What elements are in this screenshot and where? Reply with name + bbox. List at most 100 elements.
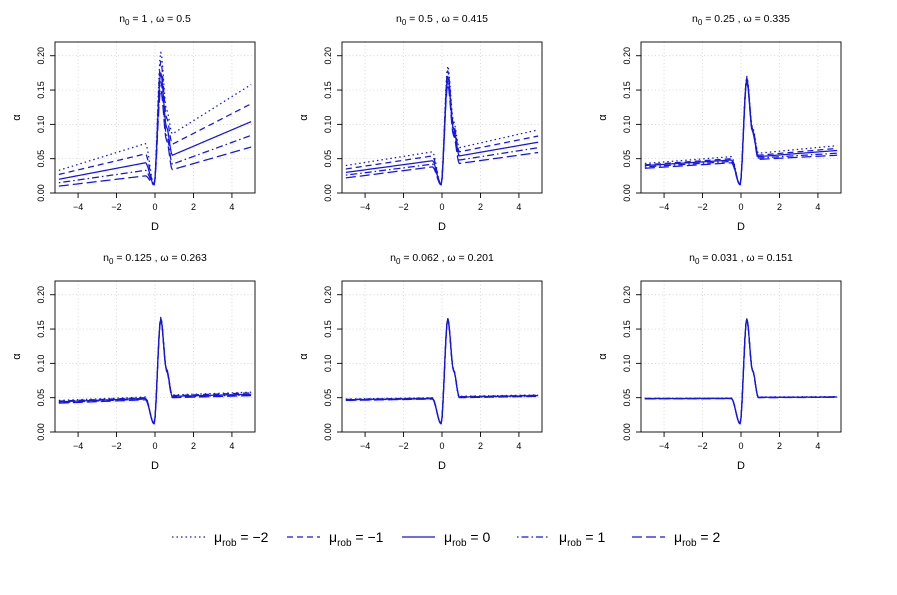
x-tick-label: 0 xyxy=(738,202,743,212)
x-tick-label: −4 xyxy=(659,441,669,451)
series-line xyxy=(58,316,252,425)
series-line xyxy=(345,318,539,425)
y-tick-label: 0.00 xyxy=(323,423,333,441)
y-tick-label: 0.05 xyxy=(36,389,46,407)
x-tick-label: 2 xyxy=(191,441,196,451)
y-tick-label: 0.10 xyxy=(323,116,333,134)
y-axis-label: α xyxy=(597,114,609,121)
y-tick-label: 0.05 xyxy=(622,389,632,407)
series-line xyxy=(644,318,838,425)
y-tick-label: 0.20 xyxy=(36,47,46,65)
legend: μrob = −2 μrob = −1 μrob = 0 μrob = 1 μrob =… xyxy=(172,529,720,549)
x-tick-label: 4 xyxy=(516,202,521,212)
y-tick-label: 0.15 xyxy=(622,81,632,99)
y-tick-label: 0.05 xyxy=(323,150,333,168)
legend-label: μrob = −2 xyxy=(214,529,269,549)
panel-title: n0 = 0.5 , ω = 0.415 xyxy=(396,13,488,27)
y-tick-label: 0.15 xyxy=(323,320,333,338)
series-line xyxy=(345,318,539,425)
legend-item: μrob = 2 xyxy=(632,529,720,549)
y-tick-label: 0.05 xyxy=(36,150,46,168)
series-line xyxy=(345,79,539,186)
y-tick-label: 0.00 xyxy=(622,184,632,202)
series-line xyxy=(644,318,838,425)
series-line xyxy=(644,79,838,186)
x-tick-label: 2 xyxy=(777,202,782,212)
panel-1: −4 −2 0 2 4 0.00 0.05 0.10 0.15 0.20 Dα n0 = 1 , ω … xyxy=(11,13,256,233)
legend-label: μrob = −1 xyxy=(329,529,384,549)
y-axis-label: α xyxy=(298,114,310,121)
y-axis-label: α xyxy=(298,353,310,360)
panel-4: −4 −2 0 2 4 0.00 0.05 0.10 0.15 0.20 Dα n0 = 0.125 … xyxy=(11,252,256,472)
panel-title: n0 = 1 , ω = 0.5 xyxy=(119,13,191,27)
series-line xyxy=(644,318,838,425)
x-axis-label: D xyxy=(151,460,159,472)
panel-title: n0 = 0.062 , ω = 0.201 xyxy=(390,252,494,266)
legend-label: μrob = 2 xyxy=(674,529,720,549)
series-line xyxy=(345,83,539,186)
y-tick-label: 0.05 xyxy=(323,389,333,407)
legend-label: μrob = 1 xyxy=(559,529,605,549)
y-axis-label: α xyxy=(11,114,23,121)
panel-5: −4 −2 0 2 4 0.00 0.05 0.10 0.15 0.20 Dα n0 = 0.062 … xyxy=(298,252,543,472)
x-axis-label: D xyxy=(151,221,159,233)
y-tick-label: 0.15 xyxy=(622,320,632,338)
x-tick-label: 0 xyxy=(738,441,743,451)
x-tick-label: −2 xyxy=(697,441,707,451)
x-tick-label: −4 xyxy=(73,441,83,451)
y-tick-label: 0.00 xyxy=(36,423,46,441)
panel-6: −4 −2 0 2 4 0.00 0.05 0.10 0.15 0.20 Dα n0 = 0.031 … xyxy=(597,252,842,472)
y-tick-label: 0.00 xyxy=(36,184,46,202)
y-tick-label: 0.20 xyxy=(36,286,46,304)
y-tick-label: 0.15 xyxy=(323,81,333,99)
x-tick-label: 4 xyxy=(229,441,234,451)
x-tick-label: −2 xyxy=(398,441,408,451)
x-tick-label: 2 xyxy=(478,202,483,212)
x-tick-label: 2 xyxy=(777,441,782,451)
panel-2: −4 −2 0 2 4 0.00 0.05 0.10 0.15 0.20 Dα n0 = 0.5 , … xyxy=(298,13,543,233)
x-tick-label: −2 xyxy=(111,202,121,212)
series-line xyxy=(644,81,838,186)
x-tick-label: −2 xyxy=(111,441,121,451)
legend-item: μrob = −1 xyxy=(287,529,384,549)
y-tick-label: 0.15 xyxy=(36,81,46,99)
y-tick-label: 0.05 xyxy=(622,150,632,168)
x-tick-label: 4 xyxy=(815,441,820,451)
panel-title: n0 = 0.25 , ω = 0.335 xyxy=(692,13,790,27)
y-tick-label: 0.00 xyxy=(622,423,632,441)
y-tick-label: 0.10 xyxy=(36,355,46,373)
panel-title: n0 = 0.031 , ω = 0.151 xyxy=(689,252,793,266)
x-tick-label: 0 xyxy=(439,441,444,451)
x-tick-label: 4 xyxy=(516,441,521,451)
y-tick-label: 0.00 xyxy=(323,184,333,202)
series-line xyxy=(644,318,838,425)
y-tick-label: 0.20 xyxy=(323,286,333,304)
y-tick-label: 0.10 xyxy=(622,355,632,373)
panel-title: n0 = 0.125 , ω = 0.263 xyxy=(103,252,207,266)
legend-item: μrob = −2 xyxy=(172,529,269,549)
legend-item: μrob = 0 xyxy=(402,529,490,549)
x-tick-label: −2 xyxy=(398,202,408,212)
x-axis-label: D xyxy=(438,221,446,233)
x-tick-label: 2 xyxy=(191,202,196,212)
x-tick-label: −4 xyxy=(73,202,83,212)
series-line xyxy=(345,318,539,425)
y-tick-label: 0.20 xyxy=(622,286,632,304)
x-axis-label: D xyxy=(737,221,745,233)
series-line xyxy=(58,319,252,425)
x-tick-label: −4 xyxy=(360,441,370,451)
x-tick-label: 4 xyxy=(815,202,820,212)
y-tick-label: 0.15 xyxy=(36,320,46,338)
series-line xyxy=(58,89,252,187)
x-tick-label: 0 xyxy=(439,202,444,212)
series-line xyxy=(58,318,252,425)
y-axis-label: α xyxy=(11,353,23,360)
x-tick-label: −4 xyxy=(659,202,669,212)
panel-3: −4 −2 0 2 4 0.00 0.05 0.10 0.15 0.20 Dα n0 = 0.25 ,… xyxy=(597,13,842,233)
series-line xyxy=(345,65,539,186)
x-tick-label: 0 xyxy=(152,202,157,212)
y-axis-label: α xyxy=(597,353,609,360)
x-tick-label: 0 xyxy=(152,441,157,451)
x-tick-label: 4 xyxy=(229,202,234,212)
